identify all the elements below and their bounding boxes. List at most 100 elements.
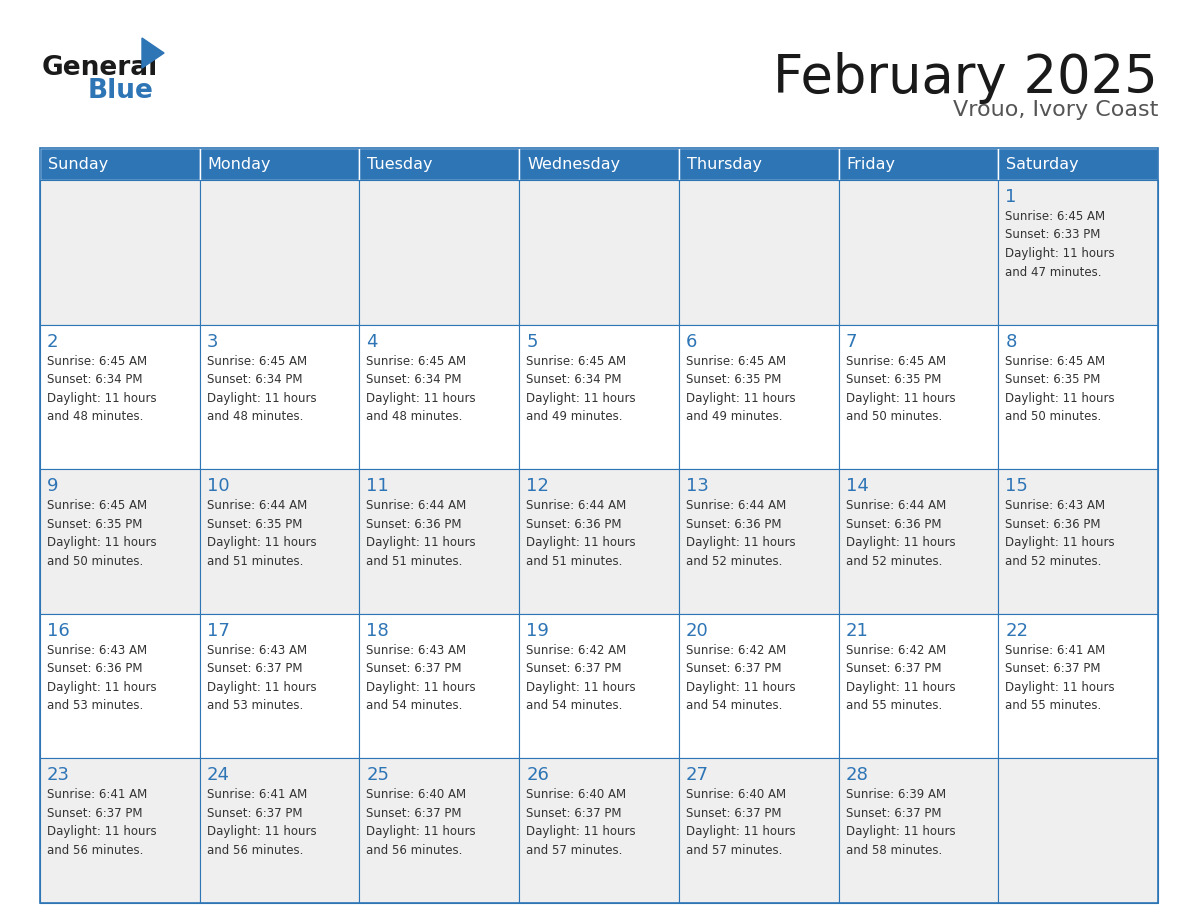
Text: 8: 8 [1005,332,1017,351]
Text: 22: 22 [1005,621,1029,640]
Text: 27: 27 [685,767,709,784]
Bar [519,469,678,614]
Text: Thursday: Thursday [687,156,762,172]
Text: Vrouo, Ivory Coast: Vrouo, Ivory Coast [953,100,1158,120]
Text: Sunrise: 6:41 AM
Sunset: 6:37 PM
Daylight: 11 hours
and 55 minutes.: Sunrise: 6:41 AM Sunset: 6:37 PM Dayligh… [1005,644,1114,712]
Bar [40,180,200,325]
Bar [360,469,519,614]
Text: 14: 14 [846,477,868,495]
Text: Sunrise: 6:40 AM
Sunset: 6:37 PM
Daylight: 11 hours
and 56 minutes.: Sunrise: 6:40 AM Sunset: 6:37 PM Dayligh… [366,789,476,856]
Text: Sunrise: 6:43 AM
Sunset: 6:36 PM
Daylight: 11 hours
and 53 minutes.: Sunrise: 6:43 AM Sunset: 6:36 PM Dayligh… [48,644,157,712]
Bar [678,180,839,325]
Text: Sunrise: 6:42 AM
Sunset: 6:37 PM
Daylight: 11 hours
and 54 minutes.: Sunrise: 6:42 AM Sunset: 6:37 PM Dayligh… [526,644,636,712]
Text: Blue: Blue [88,78,154,104]
Text: Sunrise: 6:45 AM
Sunset: 6:34 PM
Daylight: 11 hours
and 48 minutes.: Sunrise: 6:45 AM Sunset: 6:34 PM Dayligh… [48,354,157,423]
Text: 23: 23 [48,767,70,784]
Text: 10: 10 [207,477,229,495]
Text: 7: 7 [846,332,857,351]
Bar [519,180,678,325]
Text: Sunrise: 6:44 AM
Sunset: 6:35 PM
Daylight: 11 hours
and 51 minutes.: Sunrise: 6:44 AM Sunset: 6:35 PM Dayligh… [207,499,316,567]
Bar [519,325,678,469]
Bar [200,614,360,758]
Bar [519,758,678,903]
Bar [678,148,839,180]
Bar [998,148,1158,180]
Text: 11: 11 [366,477,390,495]
Bar [678,614,839,758]
Text: 18: 18 [366,621,390,640]
Text: 24: 24 [207,767,229,784]
Text: Sunrise: 6:40 AM
Sunset: 6:37 PM
Daylight: 11 hours
and 57 minutes.: Sunrise: 6:40 AM Sunset: 6:37 PM Dayligh… [685,789,796,856]
Text: Sunrise: 6:45 AM
Sunset: 6:35 PM
Daylight: 11 hours
and 50 minutes.: Sunrise: 6:45 AM Sunset: 6:35 PM Dayligh… [48,499,157,567]
Text: 16: 16 [48,621,70,640]
Bar [40,148,1158,903]
Text: 20: 20 [685,621,708,640]
Bar [998,758,1158,903]
Bar [360,148,519,180]
Bar [678,758,839,903]
Bar [360,614,519,758]
Bar [839,148,998,180]
Bar [40,758,200,903]
Text: Sunday: Sunday [48,156,108,172]
Text: 26: 26 [526,767,549,784]
Bar [519,614,678,758]
Text: Sunrise: 6:44 AM
Sunset: 6:36 PM
Daylight: 11 hours
and 51 minutes.: Sunrise: 6:44 AM Sunset: 6:36 PM Dayligh… [526,499,636,567]
Text: Sunrise: 6:43 AM
Sunset: 6:37 PM
Daylight: 11 hours
and 53 minutes.: Sunrise: 6:43 AM Sunset: 6:37 PM Dayligh… [207,644,316,712]
Text: Sunrise: 6:45 AM
Sunset: 6:33 PM
Daylight: 11 hours
and 47 minutes.: Sunrise: 6:45 AM Sunset: 6:33 PM Dayligh… [1005,210,1114,278]
Text: 13: 13 [685,477,709,495]
Bar [40,325,200,469]
Text: 25: 25 [366,767,390,784]
Text: Sunrise: 6:43 AM
Sunset: 6:36 PM
Daylight: 11 hours
and 52 minutes.: Sunrise: 6:43 AM Sunset: 6:36 PM Dayligh… [1005,499,1114,567]
Bar [200,325,360,469]
Text: Sunrise: 6:41 AM
Sunset: 6:37 PM
Daylight: 11 hours
and 56 minutes.: Sunrise: 6:41 AM Sunset: 6:37 PM Dayligh… [207,789,316,856]
Bar [200,148,360,180]
Text: 15: 15 [1005,477,1028,495]
Text: Sunrise: 6:41 AM
Sunset: 6:37 PM
Daylight: 11 hours
and 56 minutes.: Sunrise: 6:41 AM Sunset: 6:37 PM Dayligh… [48,789,157,856]
Bar [519,148,678,180]
Text: Sunrise: 6:45 AM
Sunset: 6:35 PM
Daylight: 11 hours
and 49 minutes.: Sunrise: 6:45 AM Sunset: 6:35 PM Dayligh… [685,354,796,423]
Text: Sunrise: 6:44 AM
Sunset: 6:36 PM
Daylight: 11 hours
and 52 minutes.: Sunrise: 6:44 AM Sunset: 6:36 PM Dayligh… [685,499,796,567]
Text: Sunrise: 6:42 AM
Sunset: 6:37 PM
Daylight: 11 hours
and 55 minutes.: Sunrise: 6:42 AM Sunset: 6:37 PM Dayligh… [846,644,955,712]
Text: 1: 1 [1005,188,1017,206]
Text: Sunrise: 6:45 AM
Sunset: 6:34 PM
Daylight: 11 hours
and 49 minutes.: Sunrise: 6:45 AM Sunset: 6:34 PM Dayligh… [526,354,636,423]
Bar [998,614,1158,758]
Bar [678,325,839,469]
Text: Sunrise: 6:42 AM
Sunset: 6:37 PM
Daylight: 11 hours
and 54 minutes.: Sunrise: 6:42 AM Sunset: 6:37 PM Dayligh… [685,644,796,712]
Text: Sunrise: 6:39 AM
Sunset: 6:37 PM
Daylight: 11 hours
and 58 minutes.: Sunrise: 6:39 AM Sunset: 6:37 PM Dayligh… [846,789,955,856]
Text: 3: 3 [207,332,219,351]
Text: 4: 4 [366,332,378,351]
Text: Sunrise: 6:45 AM
Sunset: 6:34 PM
Daylight: 11 hours
and 48 minutes.: Sunrise: 6:45 AM Sunset: 6:34 PM Dayligh… [207,354,316,423]
Text: Monday: Monday [208,156,271,172]
Bar [40,148,200,180]
Text: February 2025: February 2025 [773,52,1158,104]
Text: Tuesday: Tuesday [367,156,432,172]
Bar [839,469,998,614]
Text: Sunrise: 6:45 AM
Sunset: 6:35 PM
Daylight: 11 hours
and 50 minutes.: Sunrise: 6:45 AM Sunset: 6:35 PM Dayligh… [846,354,955,423]
Bar [998,469,1158,614]
Text: Sunrise: 6:45 AM
Sunset: 6:34 PM
Daylight: 11 hours
and 48 minutes.: Sunrise: 6:45 AM Sunset: 6:34 PM Dayligh… [366,354,476,423]
Text: Friday: Friday [847,156,896,172]
Bar [360,180,519,325]
Text: 21: 21 [846,621,868,640]
Text: 2: 2 [48,332,58,351]
Text: 5: 5 [526,332,538,351]
Text: Sunrise: 6:44 AM
Sunset: 6:36 PM
Daylight: 11 hours
and 52 minutes.: Sunrise: 6:44 AM Sunset: 6:36 PM Dayligh… [846,499,955,567]
Text: 12: 12 [526,477,549,495]
Text: Sunrise: 6:44 AM
Sunset: 6:36 PM
Daylight: 11 hours
and 51 minutes.: Sunrise: 6:44 AM Sunset: 6:36 PM Dayligh… [366,499,476,567]
Text: 19: 19 [526,621,549,640]
Bar [839,614,998,758]
Text: 17: 17 [207,621,229,640]
Bar [678,469,839,614]
Text: 9: 9 [48,477,58,495]
Bar [200,469,360,614]
Polygon shape [143,38,164,68]
Text: Wednesday: Wednesday [527,156,620,172]
Text: 28: 28 [846,767,868,784]
Text: Sunrise: 6:45 AM
Sunset: 6:35 PM
Daylight: 11 hours
and 50 minutes.: Sunrise: 6:45 AM Sunset: 6:35 PM Dayligh… [1005,354,1114,423]
Text: 6: 6 [685,332,697,351]
Bar [998,180,1158,325]
Bar [200,180,360,325]
Bar [360,758,519,903]
Bar [839,180,998,325]
